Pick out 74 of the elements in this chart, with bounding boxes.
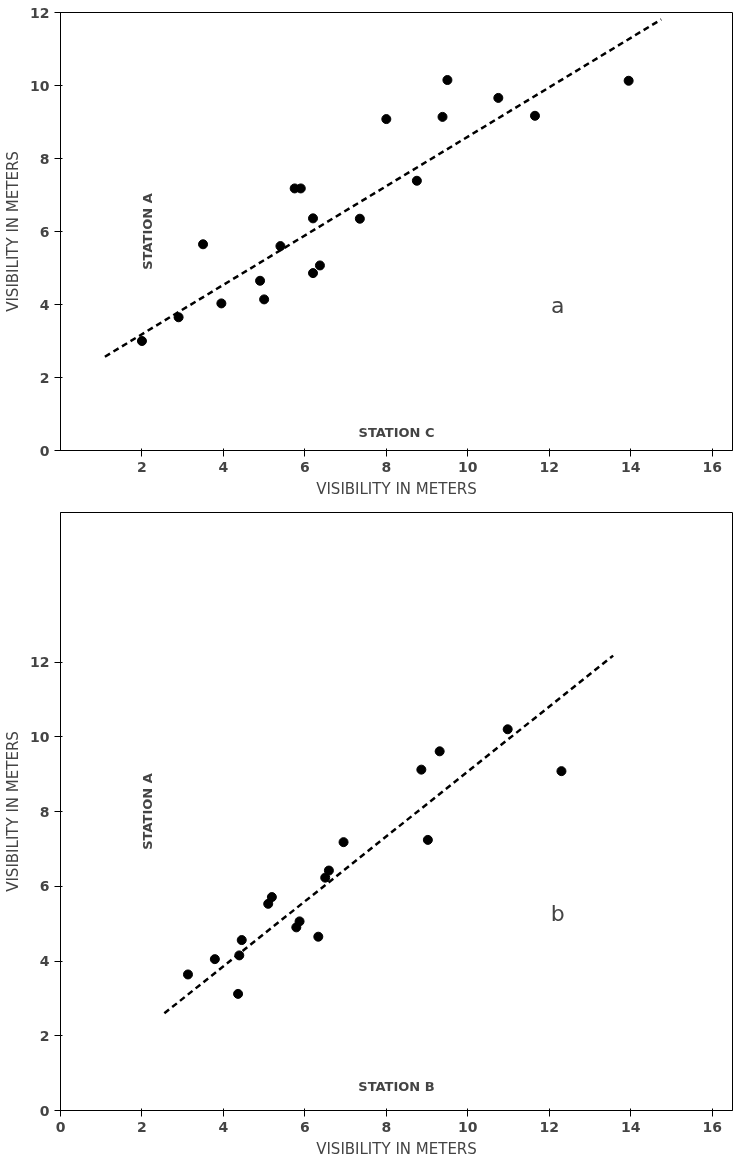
point bbox=[314, 260, 325, 271]
x-tick-label: 16 bbox=[702, 458, 722, 475]
point bbox=[255, 275, 266, 286]
x-tick-label: 4 bbox=[218, 1118, 229, 1135]
point bbox=[434, 746, 445, 757]
annotation: STATION A bbox=[140, 193, 156, 270]
point bbox=[236, 935, 247, 946]
x-tick-label: 4 bbox=[218, 458, 229, 475]
point bbox=[136, 336, 147, 346]
point bbox=[493, 92, 504, 103]
annotation: STATION B bbox=[358, 1079, 435, 1095]
point bbox=[320, 872, 331, 883]
x-axis-title: VISIBILITY IN METERS bbox=[316, 479, 477, 498]
x-tick-label: 6 bbox=[299, 1118, 310, 1135]
y-tick-label: 2 bbox=[39, 369, 50, 386]
annotation: STATION C bbox=[358, 425, 435, 441]
annotation: a bbox=[551, 293, 565, 319]
x-tick-label: 2 bbox=[137, 1118, 147, 1135]
point bbox=[416, 764, 427, 775]
point bbox=[308, 268, 319, 279]
point bbox=[216, 298, 227, 309]
y-axis-title: VISIBILITY IN METERS bbox=[4, 151, 23, 312]
y-tick-label: 2 bbox=[39, 1027, 50, 1044]
x-tick-label: 12 bbox=[539, 1118, 559, 1135]
point bbox=[233, 988, 244, 999]
y-tick-label: 12 bbox=[30, 654, 50, 670]
point bbox=[323, 865, 334, 876]
point bbox=[422, 834, 433, 845]
point bbox=[529, 110, 540, 121]
point bbox=[313, 931, 324, 942]
point bbox=[437, 111, 448, 122]
point bbox=[502, 724, 513, 735]
y-tick-label: 10 bbox=[30, 77, 50, 94]
point bbox=[173, 312, 184, 323]
y-tick-label: 8 bbox=[39, 803, 50, 820]
y-axis-title: VISIBILITY IN METERS bbox=[4, 731, 23, 892]
x-tick-label: 14 bbox=[620, 458, 641, 475]
x-tick-label: 10 bbox=[458, 458, 478, 475]
y-tick-label: 4 bbox=[39, 953, 50, 969]
point bbox=[275, 241, 286, 252]
point bbox=[411, 175, 422, 186]
annotation: b bbox=[550, 900, 565, 926]
y-tick-label: 0 bbox=[39, 442, 50, 459]
point bbox=[338, 837, 349, 848]
point bbox=[266, 892, 277, 903]
point bbox=[381, 114, 392, 125]
point bbox=[182, 969, 193, 980]
y-tick-label: 10 bbox=[30, 728, 50, 745]
annotation: STATION A bbox=[140, 773, 156, 850]
y-tick-label: 8 bbox=[39, 150, 50, 167]
x-tick-label: 8 bbox=[381, 458, 392, 475]
point bbox=[308, 213, 319, 224]
x-tick-label: 14 bbox=[620, 1118, 641, 1135]
x-axis-title: VISIBILITY IN METERS bbox=[316, 1139, 477, 1158]
point bbox=[198, 239, 209, 250]
point bbox=[354, 213, 365, 224]
point bbox=[442, 75, 453, 86]
point bbox=[209, 954, 220, 965]
x-tick-label: 0 bbox=[55, 1118, 66, 1135]
x-tick-label: 2 bbox=[137, 458, 147, 475]
x-tick-label: 6 bbox=[299, 458, 310, 475]
point bbox=[294, 916, 305, 927]
point bbox=[556, 766, 567, 777]
point bbox=[623, 75, 634, 86]
x-tick-label: 8 bbox=[381, 1118, 392, 1135]
x-tick-label: 16 bbox=[702, 1118, 722, 1135]
y-tick-label: 6 bbox=[39, 878, 50, 895]
y-tick-label: 4 bbox=[39, 296, 50, 313]
y-tick-label: 6 bbox=[39, 223, 50, 240]
x-tick-label: 12 bbox=[539, 458, 559, 475]
point bbox=[259, 294, 270, 305]
x-tick-label: 10 bbox=[458, 1118, 478, 1135]
y-tick-label: 12 bbox=[30, 4, 50, 21]
y-tick-label: 0 bbox=[39, 1102, 50, 1119]
